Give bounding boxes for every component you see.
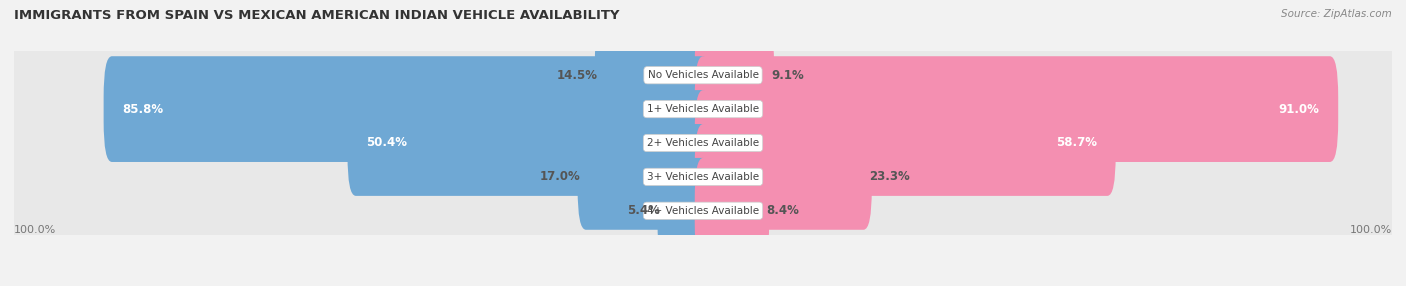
Text: 100.0%: 100.0% [14, 225, 56, 235]
Text: 100.0%: 100.0% [1350, 225, 1392, 235]
FancyBboxPatch shape [695, 22, 773, 128]
Text: 50.4%: 50.4% [366, 136, 408, 150]
FancyBboxPatch shape [658, 158, 711, 264]
Text: 58.7%: 58.7% [1056, 136, 1097, 150]
Text: IMMIGRANTS FROM SPAIN VS MEXICAN AMERICAN INDIAN VEHICLE AVAILABILITY: IMMIGRANTS FROM SPAIN VS MEXICAN AMERICA… [14, 9, 620, 21]
Text: 85.8%: 85.8% [122, 103, 163, 116]
FancyBboxPatch shape [347, 90, 711, 196]
FancyBboxPatch shape [0, 95, 1406, 259]
FancyBboxPatch shape [595, 22, 711, 128]
Text: 2+ Vehicles Available: 2+ Vehicles Available [647, 138, 759, 148]
Text: 5.4%: 5.4% [627, 204, 661, 217]
Text: 17.0%: 17.0% [540, 170, 581, 183]
FancyBboxPatch shape [695, 90, 1116, 196]
Text: 8.4%: 8.4% [766, 204, 799, 217]
FancyBboxPatch shape [0, 129, 1406, 286]
Text: 3+ Vehicles Available: 3+ Vehicles Available [647, 172, 759, 182]
Text: 23.3%: 23.3% [869, 170, 910, 183]
FancyBboxPatch shape [695, 124, 872, 230]
Text: 9.1%: 9.1% [772, 69, 804, 82]
FancyBboxPatch shape [695, 158, 769, 264]
FancyBboxPatch shape [0, 27, 1406, 191]
FancyBboxPatch shape [578, 124, 711, 230]
FancyBboxPatch shape [104, 56, 711, 162]
Text: 14.5%: 14.5% [557, 69, 598, 82]
Text: 91.0%: 91.0% [1278, 103, 1320, 116]
FancyBboxPatch shape [695, 56, 1339, 162]
Text: 1+ Vehicles Available: 1+ Vehicles Available [647, 104, 759, 114]
Text: Source: ZipAtlas.com: Source: ZipAtlas.com [1281, 9, 1392, 19]
FancyBboxPatch shape [0, 0, 1406, 157]
Text: No Vehicles Available: No Vehicles Available [648, 70, 758, 80]
FancyBboxPatch shape [0, 61, 1406, 225]
Text: 4+ Vehicles Available: 4+ Vehicles Available [647, 206, 759, 216]
